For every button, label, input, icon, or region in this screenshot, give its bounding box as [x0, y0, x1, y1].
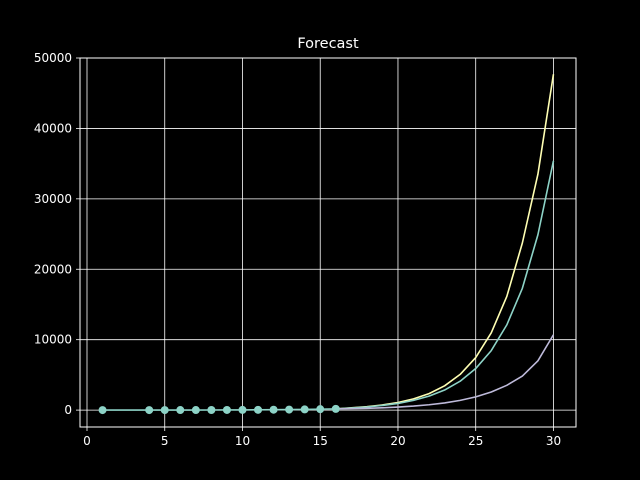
observed-point — [207, 405, 216, 414]
observed-point — [160, 406, 169, 415]
x-tick-label: 25 — [468, 434, 483, 448]
observed-point — [285, 405, 294, 414]
observed-point — [145, 406, 154, 415]
y-tick-label: 40000 — [34, 121, 72, 135]
y-tick-label: 50000 — [34, 51, 72, 65]
observed-markers — [98, 404, 340, 415]
y-tick-label: 10000 — [34, 333, 72, 347]
observed-point — [300, 405, 309, 414]
observed-point — [98, 406, 107, 415]
observed-point — [176, 406, 185, 415]
plot-frame — [79, 57, 577, 428]
x-tick-label: 0 — [83, 434, 91, 448]
observed-point — [254, 405, 263, 414]
axis-ticks: 0 5 10 15 20 25 30 0 10000 20000 30000 40000 50000 — [34, 51, 561, 448]
forecast-line-2 — [335, 160, 555, 410]
x-tick-label: 30 — [546, 434, 561, 448]
chart-title: Forecast — [297, 36, 359, 52]
y-tick-label: 0 — [64, 403, 72, 417]
observed-point — [222, 405, 231, 414]
x-tick-label: 20 — [390, 434, 405, 448]
y-tick-label: 30000 — [34, 192, 72, 206]
x-tick-label: 5 — [161, 434, 169, 448]
observed-point — [269, 405, 278, 414]
observed-point — [331, 404, 340, 413]
y-tick-label: 20000 — [34, 262, 72, 276]
forecast-series — [335, 74, 555, 410]
forecast-line-1 — [335, 74, 555, 410]
observed-point — [191, 406, 200, 415]
observed-point — [316, 405, 325, 414]
grid-lines — [80, 57, 576, 427]
x-tick-label: 15 — [313, 434, 328, 448]
x-tick-label: 10 — [235, 434, 250, 448]
observed-point — [238, 405, 247, 414]
forecast-line-3 — [335, 334, 555, 410]
